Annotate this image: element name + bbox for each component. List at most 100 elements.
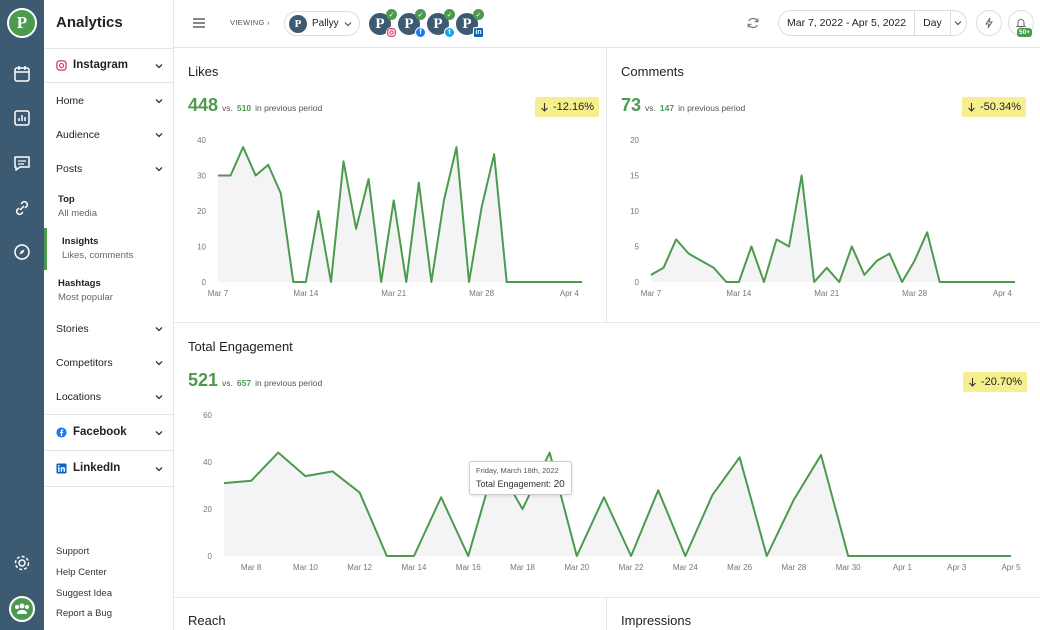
data-point[interactable]: [950, 280, 955, 285]
data-point[interactable]: [384, 554, 389, 559]
profile-selector[interactable]: P Pallyy: [284, 11, 360, 36]
data-point[interactable]: [391, 198, 396, 203]
data-point[interactable]: [216, 173, 221, 178]
sidebar-subitem-insights[interactable]: Insights: [62, 236, 99, 247]
data-point[interactable]: [812, 280, 817, 285]
sidebar-subitem-hashtags[interactable]: Hashtags: [58, 278, 101, 289]
data-point[interactable]: [699, 258, 704, 263]
data-point[interactable]: [341, 159, 346, 164]
data-point[interactable]: [567, 280, 572, 285]
data-point[interactable]: [799, 173, 804, 178]
sidebar-network-linkedin[interactable]: LinkedIn: [56, 462, 120, 474]
data-point[interactable]: [547, 450, 552, 455]
data-point[interactable]: [981, 554, 986, 559]
data-point[interactable]: [873, 554, 878, 559]
data-point[interactable]: [962, 280, 967, 285]
data-point[interactable]: [674, 237, 679, 242]
settings-icon[interactable]: [12, 553, 32, 573]
data-point[interactable]: [303, 280, 308, 285]
data-point[interactable]: [761, 280, 766, 285]
data-point[interactable]: [661, 265, 666, 270]
data-point[interactable]: [554, 280, 559, 285]
data-point[interactable]: [683, 554, 688, 559]
data-point[interactable]: [686, 251, 691, 256]
compass-icon[interactable]: [12, 242, 32, 262]
help-center-link[interactable]: Help Center: [56, 567, 107, 578]
chevron-down-icon[interactable]: [155, 325, 163, 333]
account-linkedin[interactable]: P ✓ in: [455, 9, 484, 38]
account-facebook[interactable]: P ✓ f: [397, 9, 426, 38]
data-point[interactable]: [266, 162, 271, 167]
data-point[interactable]: [278, 191, 283, 196]
data-point[interactable]: [241, 145, 246, 150]
data-point[interactable]: [900, 280, 905, 285]
data-point[interactable]: [987, 280, 992, 285]
data-point[interactable]: [504, 280, 509, 285]
analytics-icon[interactable]: [12, 108, 32, 128]
data-point[interactable]: [520, 507, 525, 512]
data-point[interactable]: [580, 280, 585, 285]
data-point[interactable]: [819, 452, 824, 457]
data-point[interactable]: [629, 554, 634, 559]
chevron-down-icon[interactable]: [155, 62, 163, 70]
data-point[interactable]: [925, 230, 930, 235]
data-point[interactable]: [887, 251, 892, 256]
data-point[interactable]: [824, 265, 829, 270]
data-point[interactable]: [429, 280, 434, 285]
data-point[interactable]: [1000, 280, 1005, 285]
chevron-down-icon[interactable]: [155, 131, 163, 139]
date-range-text[interactable]: Mar 7, 2022 - Apr 5, 2022: [779, 11, 916, 35]
data-point[interactable]: [467, 280, 472, 285]
data-point[interactable]: [439, 495, 444, 500]
data-point[interactable]: [975, 280, 980, 285]
link-icon[interactable]: [12, 198, 32, 218]
chevron-down-icon[interactable]: [155, 393, 163, 401]
data-point[interactable]: [649, 272, 654, 277]
data-point[interactable]: [710, 492, 715, 497]
data-point[interactable]: [316, 209, 321, 214]
sidebar-subitem-top[interactable]: Top: [58, 194, 75, 205]
chevron-down-icon[interactable]: [155, 465, 163, 473]
data-point[interactable]: [1009, 554, 1014, 559]
data-point[interactable]: [303, 474, 308, 479]
data-point[interactable]: [737, 455, 742, 460]
data-point[interactable]: [454, 145, 459, 150]
chevron-down-icon[interactable]: [155, 97, 163, 105]
chat-icon[interactable]: [12, 153, 32, 173]
sidebar-network-instagram[interactable]: Instagram: [56, 59, 128, 71]
chevron-down-icon[interactable]: [155, 359, 163, 367]
data-point[interactable]: [1013, 280, 1018, 285]
data-point[interactable]: [330, 469, 335, 474]
data-point[interactable]: [366, 177, 371, 182]
team-icon[interactable]: [9, 596, 35, 622]
data-point[interactable]: [849, 244, 854, 249]
data-point[interactable]: [411, 554, 416, 559]
data-point[interactable]: [542, 280, 547, 285]
data-point[interactable]: [517, 280, 522, 285]
data-point[interactable]: [249, 478, 254, 483]
data-point[interactable]: [228, 173, 233, 178]
data-point[interactable]: [416, 180, 421, 185]
data-point[interactable]: [222, 481, 227, 486]
data-point[interactable]: [529, 280, 534, 285]
sidebar-item-home[interactable]: Home: [56, 95, 85, 107]
support-link[interactable]: Support: [56, 546, 90, 557]
data-point[interactable]: [276, 450, 281, 455]
account-instagram[interactable]: P ✓: [368, 9, 397, 38]
sidebar-item-posts[interactable]: Posts: [56, 163, 83, 175]
data-point[interactable]: [466, 554, 471, 559]
data-point[interactable]: [724, 280, 729, 285]
chevron-down-icon[interactable]: [155, 429, 163, 437]
chevron-down-icon[interactable]: [155, 165, 163, 173]
calendar-icon[interactable]: [12, 64, 32, 84]
data-point[interactable]: [479, 205, 484, 210]
sidebar-item-competitors[interactable]: Competitors: [56, 357, 113, 369]
data-point[interactable]: [379, 280, 384, 285]
data-point[interactable]: [764, 554, 769, 559]
data-point[interactable]: [357, 490, 362, 495]
data-point[interactable]: [253, 173, 258, 178]
sidebar-item-stories[interactable]: Stories: [56, 323, 89, 335]
app-logo-icon[interactable]: P: [7, 8, 37, 38]
sidebar-item-audience[interactable]: Audience: [56, 129, 100, 141]
data-point[interactable]: [736, 280, 741, 285]
